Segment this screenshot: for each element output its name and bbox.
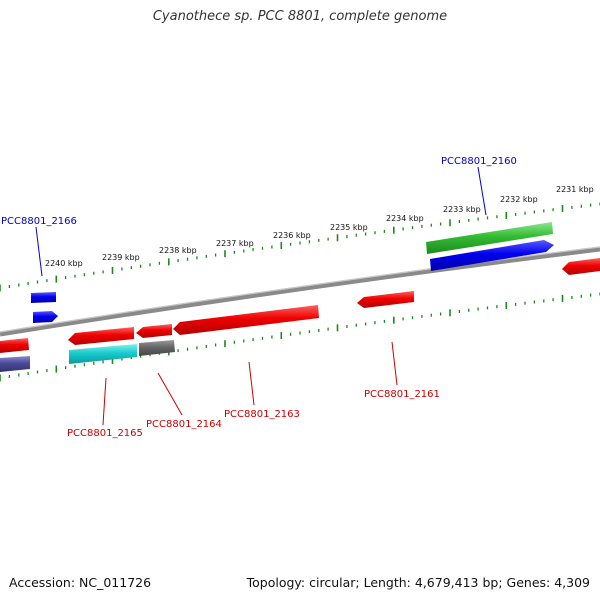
gene-left-edge-red[interactable]: [0, 338, 29, 353]
gene-label-2166[interactable]: PCC8801_2166: [1, 216, 77, 227]
gene-2165-red[interactable]: [68, 327, 134, 345]
tick-label-2237: 2237 kbp: [216, 239, 254, 248]
gene-2163[interactable]: [173, 305, 319, 335]
gene-label-2163[interactable]: PCC8801_2163: [224, 409, 300, 420]
tick-label-2238: 2238 kbp: [159, 246, 197, 255]
gene-label-2161[interactable]: PCC8801_2161: [364, 389, 440, 400]
gene-right-edge-red[interactable]: [562, 258, 600, 275]
gene-left-edge-slate[interactable]: [0, 356, 30, 372]
tick-label-2232: 2232 kbp: [500, 195, 538, 204]
tick-label-2233: 2233 kbp: [443, 205, 481, 214]
tick-label-2236: 2236 kbp: [273, 231, 311, 240]
gene-2160-green[interactable]: [426, 222, 553, 254]
gene-2164-red[interactable]: [136, 324, 172, 338]
tick-label-2234: 2234 kbp: [386, 214, 424, 223]
tick-ruler-upper: [0, 202, 600, 292]
gene-label-2165[interactable]: PCC8801_2165: [67, 428, 143, 439]
accession-text: Accession: NC_011726: [9, 575, 152, 590]
gene-2166[interactable]: [31, 292, 56, 303]
reverse-strand-genes: [0, 258, 600, 372]
tick-label-2239: 2239 kbp: [102, 253, 140, 262]
forward-strand-genes: [31, 222, 554, 323]
callout-line-2166: [35, 226, 43, 277]
tick-labels: 2240 kbp 2239 kbp 2238 kbp 2237 kbp 2236…: [45, 185, 594, 268]
gene-2164[interactable]: [139, 340, 175, 356]
gene-2161[interactable]: [357, 291, 414, 308]
genome-stats-text: Topology: circular; Length: 4,679,413 bp…: [246, 575, 590, 590]
tick-label-2240: 2240 kbp: [45, 259, 83, 268]
callout-line-2161: [391, 341, 398, 386]
callout-line-2160: [477, 166, 487, 216]
callout-line-2164: [157, 372, 183, 416]
callout-line-2165: [102, 377, 107, 426]
callout-line-2163: [248, 361, 255, 406]
genome-backbone: [0, 246, 600, 337]
page-title: Cyanothece sp. PCC 8801, complete genome: [152, 9, 448, 24]
gene-2165[interactable]: [69, 344, 137, 364]
gene-label-2160[interactable]: PCC8801_2160: [441, 156, 517, 167]
gene-2160[interactable]: [430, 240, 554, 271]
gene-label-2164[interactable]: PCC8801_2164: [146, 419, 222, 430]
genome-backbone-highlight: [0, 246, 600, 333]
gene-2166-partner[interactable]: [33, 311, 58, 323]
gene-callouts: [35, 166, 487, 426]
tick-label-2231: 2231 kbp: [556, 185, 594, 194]
tick-label-2235: 2235 kbp: [330, 223, 368, 232]
